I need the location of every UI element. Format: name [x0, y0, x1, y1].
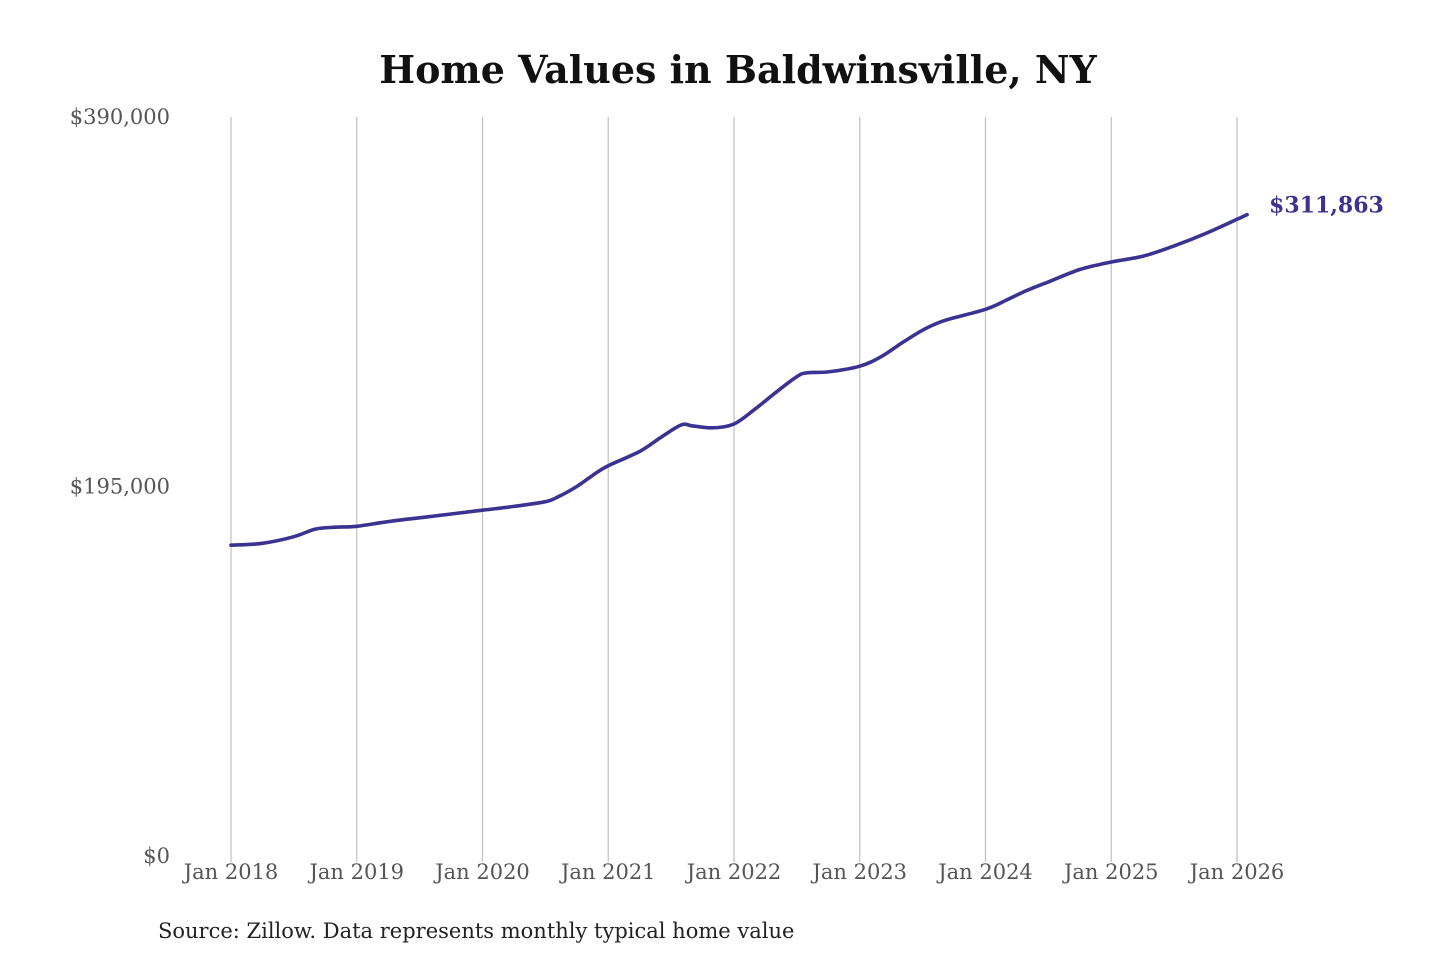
source-note: Source: Zillow. Data represents monthly … [158, 919, 794, 943]
x-tick-label: Jan 2022 [685, 860, 782, 884]
series-end-value-label: $311,863 [1269, 193, 1384, 219]
x-tick-label: Jan 2020 [433, 860, 530, 884]
x-tick-label: Jan 2019 [307, 860, 404, 884]
y-axis: $0 $195,000 $390,000 [70, 105, 170, 868]
x-axis: Jan 2018 Jan 2019 Jan 2020 Jan 2021 Jan 2022… [182, 860, 1285, 884]
y-tick-label: $390,000 [70, 105, 170, 129]
x-tick-label: Jan 2026 [1188, 860, 1285, 884]
x-tick-label: Jan 2024 [936, 860, 1033, 884]
chart-title: Home Values in Baldwinsville, NY [379, 47, 1097, 92]
x-tick-label: Jan 2023 [810, 860, 907, 884]
series-layer: $311,863 [229, 193, 1384, 547]
x-tick-label: Jan 2018 [182, 860, 279, 884]
y-tick-label: $0 [143, 844, 170, 868]
x-tick-label: Jan 2025 [1062, 860, 1159, 884]
series-line [229, 212, 1249, 547]
y-tick-label: $195,000 [70, 475, 170, 499]
gridlines [230, 117, 1238, 862]
x-tick-label: Jan 2021 [559, 860, 656, 884]
